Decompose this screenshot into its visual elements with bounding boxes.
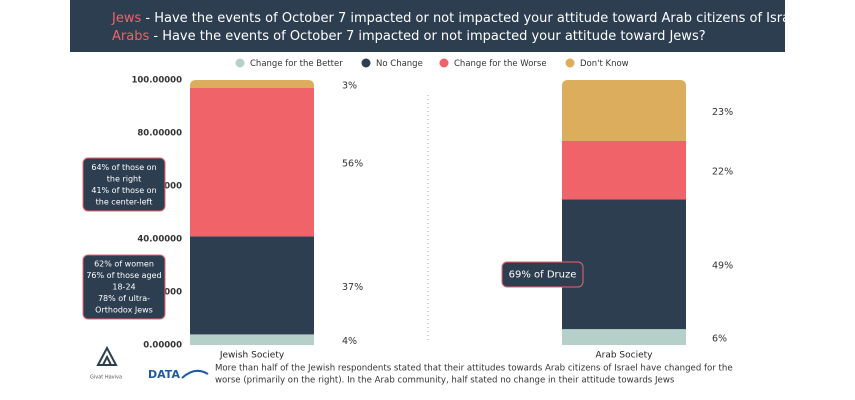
logo-icon [96, 345, 118, 366]
value-label: 3% [342, 80, 357, 91]
annotation-box [82, 157, 166, 212]
legend-swatch [439, 58, 449, 68]
annotation-text: 69% of Druze [509, 270, 577, 281]
annotation-text: 76% of those aged [86, 271, 161, 280]
caption: More than half of the Jewish respondents… [215, 364, 733, 374]
value-label: 4% [342, 336, 357, 347]
header [70, 0, 785, 52]
annotation-box [501, 261, 584, 288]
logo-text: Givat Haviva [90, 375, 122, 381]
logo-swoosh [181, 369, 209, 379]
annotation-box [82, 254, 166, 320]
legend-label: Change for the Better [250, 59, 343, 69]
annotation-text: the right [107, 174, 141, 183]
annotation-text: Orthodox Jews [95, 306, 153, 315]
legend-swatch [565, 58, 575, 68]
bar-segment [190, 236, 314, 335]
annotation-text: 41% of those on [91, 186, 156, 195]
bar-segment [562, 140, 686, 200]
value-label: 6% [712, 334, 727, 345]
annotation-text: 18-24 [112, 283, 135, 292]
bar-segment [190, 87, 314, 237]
annotation-text: 62% of women [94, 260, 154, 269]
y-tick-label: 80.00000 [137, 129, 182, 139]
value-label: 49% [712, 261, 733, 272]
title-line: Jews - Have the events of October 7 impa… [111, 11, 809, 26]
value-label: 23% [712, 107, 733, 118]
title-highlight: Arabs [112, 29, 149, 44]
bar-segment [562, 80, 686, 141]
value-label: 22% [712, 167, 733, 178]
bar-segment [190, 80, 314, 88]
annotation-text: 64% of those on [91, 163, 156, 172]
logo: Givat Haviva DATA [90, 345, 209, 381]
annotation-text: 78% of ultra- [98, 294, 150, 303]
title-highlight: Jews [111, 11, 141, 26]
legend-label: Don't Know [580, 59, 629, 69]
x-tick-label: Jewish Society [219, 351, 285, 361]
caption: worse (primarily on the right). In the A… [215, 376, 675, 386]
bar-segment [190, 334, 314, 345]
value-label: 37% [342, 282, 363, 293]
logo-data: DATA [148, 368, 180, 381]
bar-segment [562, 329, 686, 345]
legend-label: No Change [376, 59, 423, 69]
legend-swatch [361, 58, 371, 68]
title-text: - Have the events of October 7 impacted … [141, 11, 808, 26]
title-text: - Have the events of October 7 impacted … [149, 29, 705, 44]
y-tick-label: 100.00000 [131, 76, 182, 86]
annotation-text: the center-left [96, 197, 153, 206]
legend-label: Change for the Worse [454, 59, 547, 69]
title-line: Arabs - Have the events of October 7 imp… [112, 29, 706, 44]
value-label: 56% [342, 159, 363, 170]
x-tick-label: Arab Society [595, 351, 653, 361]
legend-swatch [235, 58, 245, 68]
y-tick-label: 40.00000 [137, 235, 182, 245]
y-tick-label: 0.00000 [143, 341, 182, 351]
